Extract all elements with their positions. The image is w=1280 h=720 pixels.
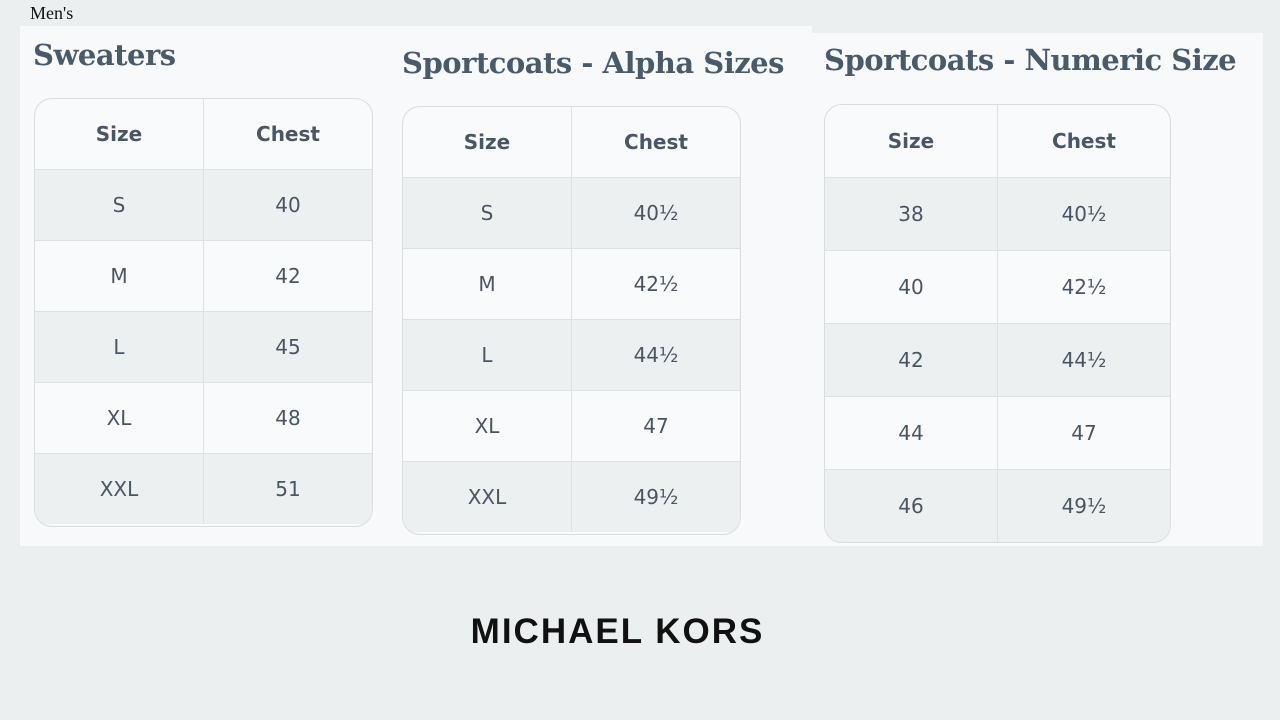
table-row: XXL 51	[35, 453, 372, 524]
size-cell: 38	[898, 202, 924, 226]
sweaters-table: Size Chest S 40 M 42 L 45 XL 48 XXL 51	[34, 98, 373, 527]
chest-cell: 51	[203, 454, 372, 524]
size-cell: M	[110, 264, 128, 288]
size-cell: 40	[898, 275, 924, 299]
table-header: Size Chest	[35, 99, 372, 169]
size-cell: Size	[887, 129, 935, 153]
chest-cell: Chest	[571, 107, 740, 177]
table-row: L 44½	[403, 319, 740, 390]
size-cell: 42	[898, 348, 924, 372]
caption: Men's	[30, 3, 74, 23]
sweaters-title: Sweaters	[33, 38, 176, 72]
sportcoats-numeric-title: Sportcoats - Numeric Size	[824, 43, 1237, 77]
size-cell: L	[481, 343, 493, 367]
chest-cell: 47	[997, 397, 1170, 469]
table-row: L 45	[35, 311, 372, 382]
table-row: XL 48	[35, 382, 372, 453]
size-cell: S	[112, 193, 126, 217]
chest-cell: 49½	[571, 462, 740, 532]
size-cell: S	[480, 201, 494, 225]
chest-cell: 49½	[997, 470, 1170, 542]
sportcoats-alpha-table: Size Chest S 40½ M 42½ L 44½ XL 47 XXL 49½	[402, 106, 741, 535]
chest-cell: 44½	[997, 324, 1170, 396]
size-cell: XL	[106, 406, 132, 430]
table-row: 46 49½	[825, 469, 1170, 542]
table-row: 40 42½	[825, 250, 1170, 323]
chest-cell: 40½	[571, 178, 740, 248]
sportcoats-alpha-title: Sportcoats - Alpha Sizes	[402, 46, 784, 80]
chest-cell: Chest	[203, 99, 372, 169]
sportcoats-numeric-table: Size Chest 38 40½ 40 42½ 42 44½ 44 47 46 49½	[824, 104, 1171, 543]
table-header: Size Chest	[825, 105, 1170, 177]
table-row: XL 47	[403, 390, 740, 461]
chest-cell: Chest	[997, 105, 1170, 177]
size-cell: XL	[474, 414, 500, 438]
chest-cell: 42½	[571, 249, 740, 319]
table-row: S 40½	[403, 177, 740, 248]
chest-cell: 47	[571, 391, 740, 461]
table-row: 38 40½	[825, 177, 1170, 250]
chest-cell: 40	[203, 170, 372, 240]
table-header: Size Chest	[403, 107, 740, 177]
table-row: 44 47	[825, 396, 1170, 469]
chest-cell: 44½	[571, 320, 740, 390]
table-row: XXL 49½	[403, 461, 740, 532]
brand-logo: MICHAEL KORS	[470, 612, 765, 651]
size-cell: XXL	[467, 485, 507, 509]
chest-cell: 40½	[997, 178, 1170, 250]
size-cell: 46	[898, 494, 924, 518]
size-cell: Size	[463, 130, 511, 154]
size-cell: M	[478, 272, 496, 296]
title-clip: Sportcoats - Numeric Size	[812, 33, 1263, 113]
chest-cell: 42½	[997, 251, 1170, 323]
size-cell: 44	[898, 421, 924, 445]
chest-cell: 42	[203, 241, 372, 311]
chest-cell: 48	[203, 383, 372, 453]
chest-cell: 45	[203, 312, 372, 382]
size-cell: L	[113, 335, 125, 359]
table-row: S 40	[35, 169, 372, 240]
table-row: 42 44½	[825, 323, 1170, 396]
size-cell: XXL	[99, 477, 139, 501]
table-row: M 42½	[403, 248, 740, 319]
size-cell: Size	[95, 122, 143, 146]
table-row: M 42	[35, 240, 372, 311]
